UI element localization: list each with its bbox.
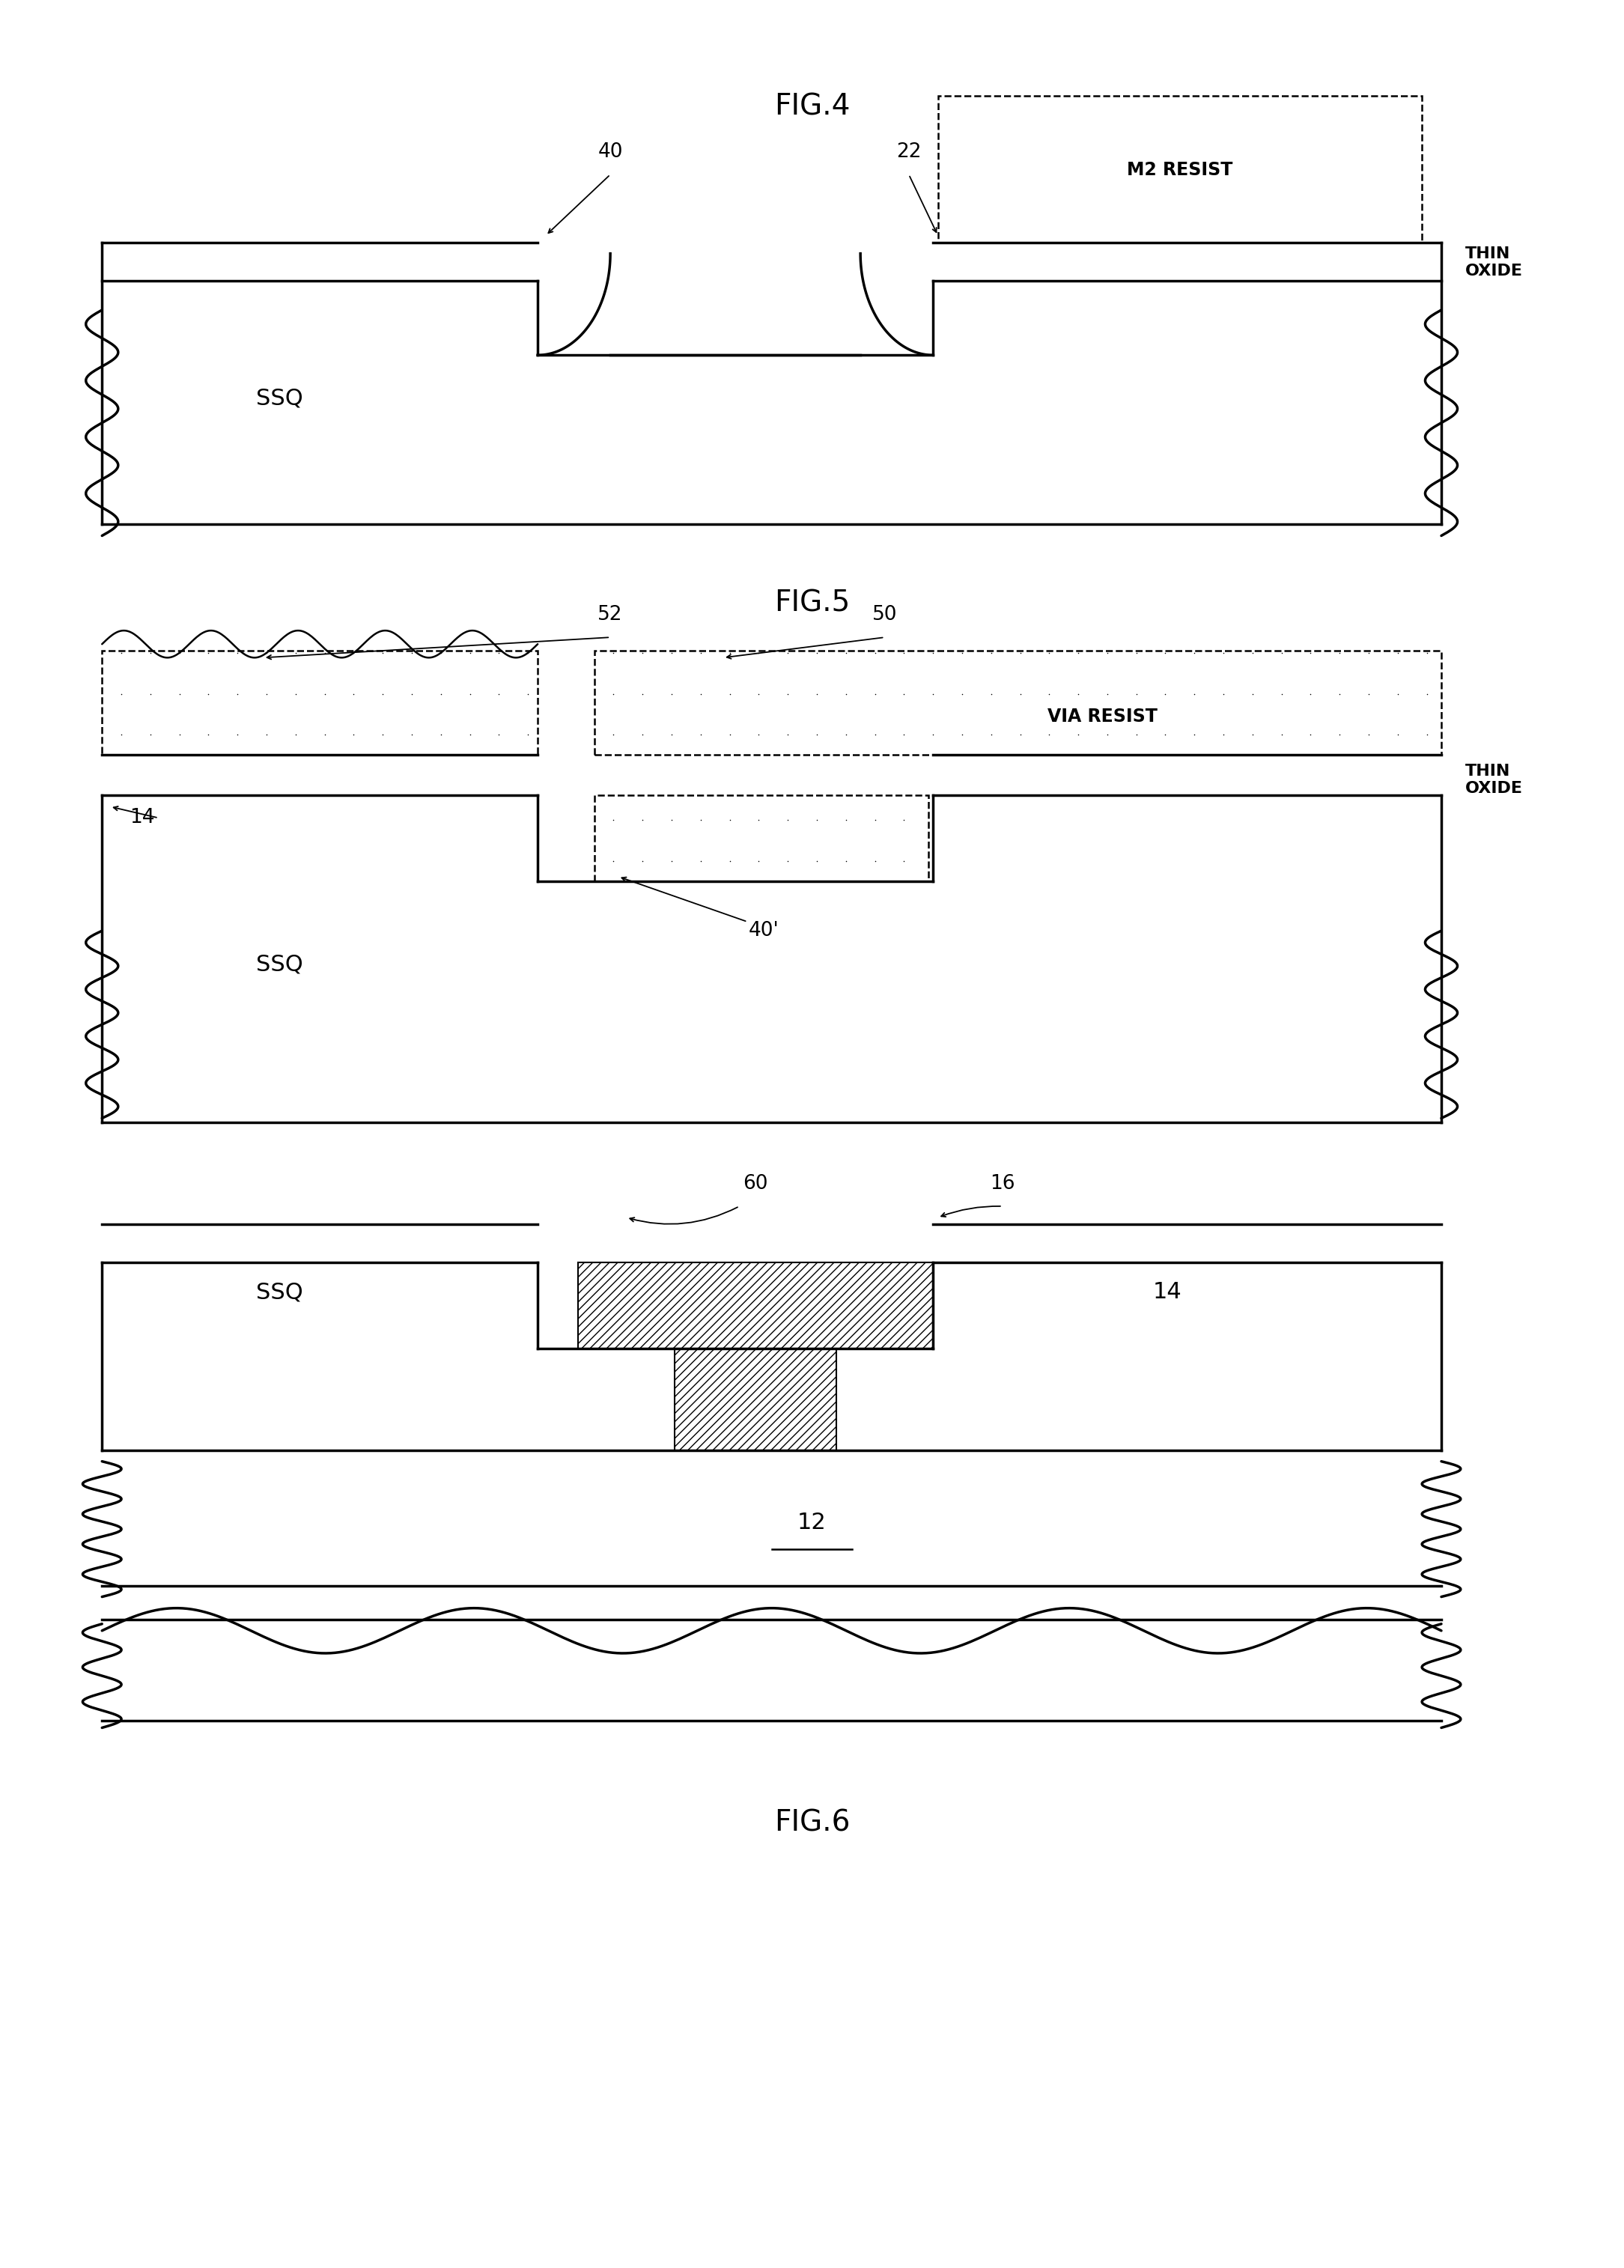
Text: SSQ: SSQ — [257, 388, 304, 408]
Text: 22: 22 — [896, 143, 921, 161]
Text: 60: 60 — [744, 1175, 768, 1193]
Text: THIN
OXIDE: THIN OXIDE — [1465, 764, 1523, 796]
Bar — [939, 95, 1423, 243]
Text: FIG.4: FIG.4 — [775, 93, 849, 120]
Text: M2 RESIST: M2 RESIST — [1127, 161, 1233, 179]
Text: THIN
OXIDE: THIN OXIDE — [1465, 247, 1523, 279]
Text: FIG.6: FIG.6 — [775, 1808, 849, 1837]
Bar — [676, 1349, 836, 1449]
Text: SSQ: SSQ — [257, 1281, 304, 1302]
Text: 12: 12 — [797, 1510, 827, 1533]
Bar — [578, 1263, 934, 1349]
Text: 40: 40 — [598, 143, 624, 161]
Text: VIA RESIST: VIA RESIST — [1047, 708, 1158, 726]
Bar — [594, 651, 1442, 755]
Text: FIG.5: FIG.5 — [775, 590, 849, 617]
Text: 52: 52 — [598, 606, 624, 624]
Bar — [102, 651, 538, 755]
Text: 14: 14 — [1153, 1281, 1182, 1302]
Text: SSQ: SSQ — [257, 955, 304, 975]
Text: 40': 40' — [749, 921, 780, 941]
Bar — [594, 796, 929, 882]
Text: 16: 16 — [991, 1175, 1015, 1193]
Text: 50: 50 — [872, 606, 896, 624]
Text: 14: 14 — [130, 807, 154, 828]
